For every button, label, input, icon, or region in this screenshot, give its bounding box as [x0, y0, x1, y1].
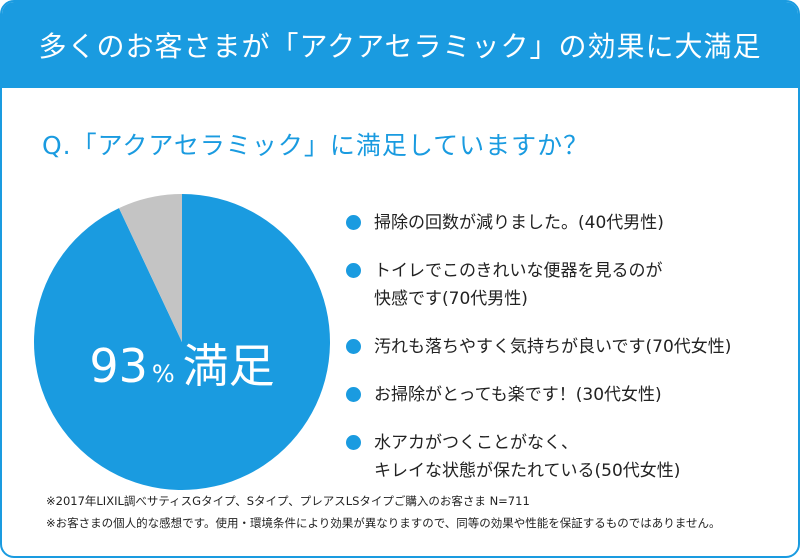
- bullet-dot-icon: [346, 215, 361, 230]
- footnote-survey: ※2017年LIXIL調べサティスGタイプ、Sタイプ、プレアスLSタイプご購入の…: [46, 494, 530, 508]
- pie-center-unit: %: [152, 360, 175, 388]
- comment-list: 掃除の回数が減りました。(40代男性) トイレでこのきれいな便器を見るのが 快感です…: [346, 209, 731, 505]
- comment-text: お掃除がとっても楽です！(30代女性): [374, 385, 662, 405]
- footnotes: ※2017年LIXIL調べサティスGタイプ、Sタイプ、プレアスLSタイプご購入の…: [46, 490, 720, 534]
- comment-text: 水アカがつくことがなく、: [374, 433, 578, 453]
- pie-center-text: 満足: [183, 339, 275, 393]
- comment-item: お掃除がとっても楽です！(30代女性): [346, 381, 731, 409]
- pie-center-label: 93% 満足: [89, 339, 274, 393]
- comment-item: 水アカがつくことがなく、キレイな状態が保たれている(50代女性): [346, 429, 731, 485]
- pie-center-value: 93: [89, 339, 148, 393]
- bullet-dot-icon: [346, 435, 361, 450]
- bullet-dot-icon: [346, 339, 361, 354]
- bullet-dot-icon: [346, 263, 361, 278]
- comment-text: 汚れも落ちやすく気持ちが良いです(70代女性): [374, 337, 732, 357]
- comment-text: 掃除の回数が減りました。(40代男性): [374, 213, 664, 233]
- comment-text: トイレでこのきれいな便器を見るのが: [374, 261, 663, 281]
- survey-question: Q.「アクアセラミック」に満足していますか？: [42, 131, 590, 160]
- comment-item: 汚れも落ちやすく気持ちが良いです(70代女性): [346, 333, 731, 361]
- header-title: 多くのお客さまが「アクアセラミック」の効果に大満足: [38, 30, 762, 63]
- header-banner: 多くのお客さまが「アクアセラミック」の効果に大満足: [2, 2, 798, 88]
- bullet-dot-icon: [346, 387, 361, 402]
- footnote-disclaimer: ※お客さまの個人的な感想です。使用・環境条件により効果が異なりますので、同等の効…: [46, 516, 721, 530]
- comment-item: 掃除の回数が減りました。(40代男性): [346, 209, 731, 237]
- comment-item: トイレでこのきれいな便器を見るのが 快感です(70代男性): [346, 257, 731, 313]
- satisfaction-pie-chart: 93% 満足: [33, 194, 331, 490]
- comment-text: キレイな状態が保たれている(50代女性): [374, 461, 681, 481]
- comment-text: 快感です(70代男性): [374, 289, 528, 309]
- pie-slice-other: [118, 194, 182, 342]
